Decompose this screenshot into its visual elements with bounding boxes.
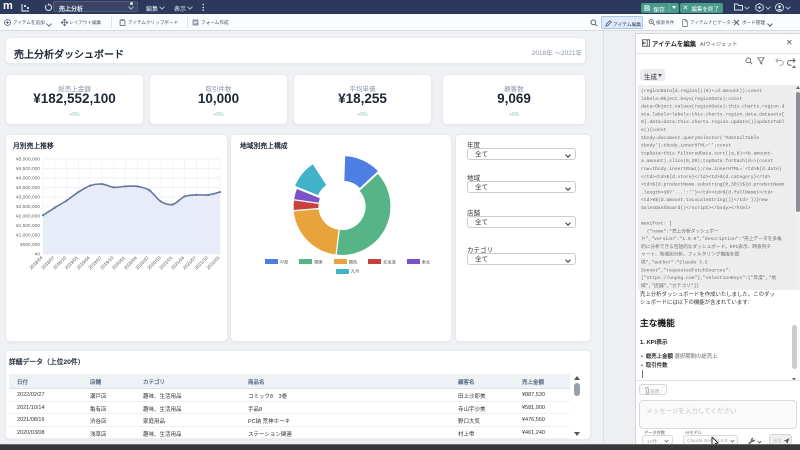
svg-text:¥4,000,000: ¥4,000,000 xyxy=(16,176,40,182)
svg-text:2022/01: 2022/01 xyxy=(205,255,221,271)
svg-text:¥3,500,000: ¥3,500,000 xyxy=(16,185,40,191)
svg-text:¥3,000,000: ¥3,000,000 xyxy=(16,195,40,201)
svg-text:¥2,500,000: ¥2,500,000 xyxy=(16,204,40,210)
svg-text:¥1,000,000: ¥1,000,000 xyxy=(16,233,40,239)
svg-text:¥2,000,000: ¥2,000,000 xyxy=(16,214,40,220)
svg-text:¥5,000,000: ¥5,000,000 xyxy=(16,157,40,163)
svg-text:¥1,500,000: ¥1,500,000 xyxy=(16,223,40,229)
svg-text:¥4,500,000: ¥4,500,000 xyxy=(16,166,40,172)
svg-text:¥0: ¥0 xyxy=(35,252,41,258)
svg-text:¥500,000: ¥500,000 xyxy=(20,242,40,248)
